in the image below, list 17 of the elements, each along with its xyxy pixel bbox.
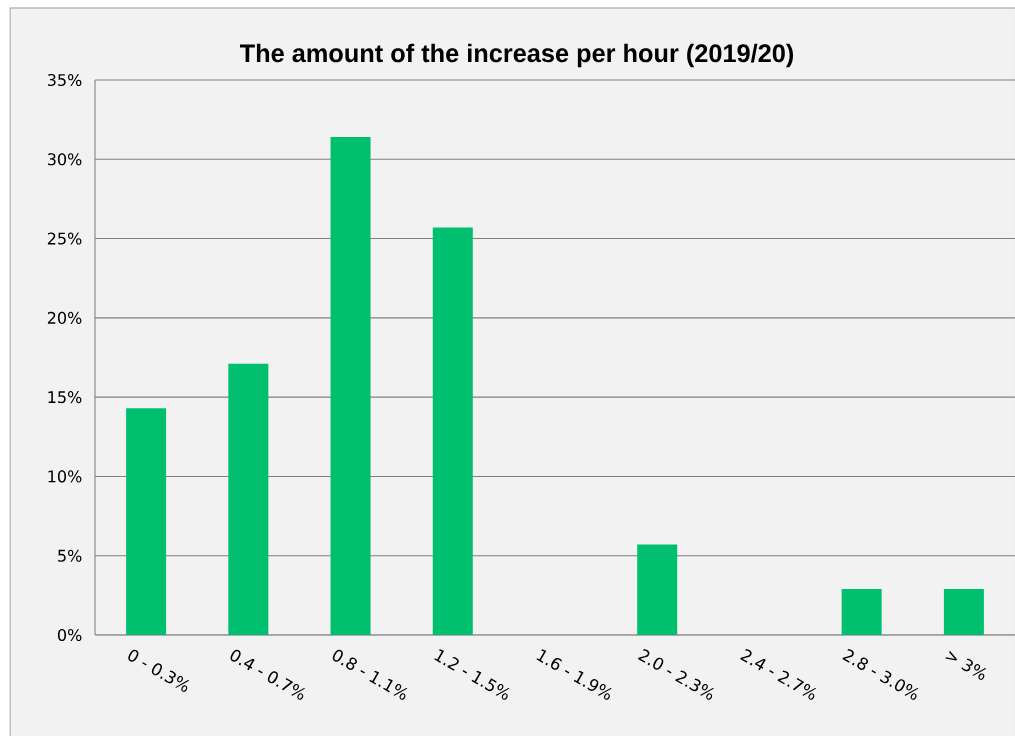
x-tick-label: > 3% (945, 650, 987, 680)
bar (432, 227, 473, 635)
y-tick-label: 10% (48, 470, 82, 483)
bar (637, 544, 678, 635)
bar (943, 589, 984, 635)
bar (228, 363, 269, 635)
chart-title: The amount of the increase per hour (2019/20) (239, 43, 794, 68)
y-tick-label: 30% (47, 153, 82, 166)
y-tick-label: 5% (58, 549, 82, 562)
y-tick-label: 0% (57, 628, 82, 642)
bar (841, 589, 882, 635)
y-tick-label: 25% (47, 232, 82, 245)
y-tick-label: 15% (48, 391, 82, 404)
y-tick-label: 35% (47, 73, 82, 87)
bar (330, 137, 371, 635)
bar (126, 408, 167, 635)
y-tick-label: 20% (47, 311, 82, 324)
